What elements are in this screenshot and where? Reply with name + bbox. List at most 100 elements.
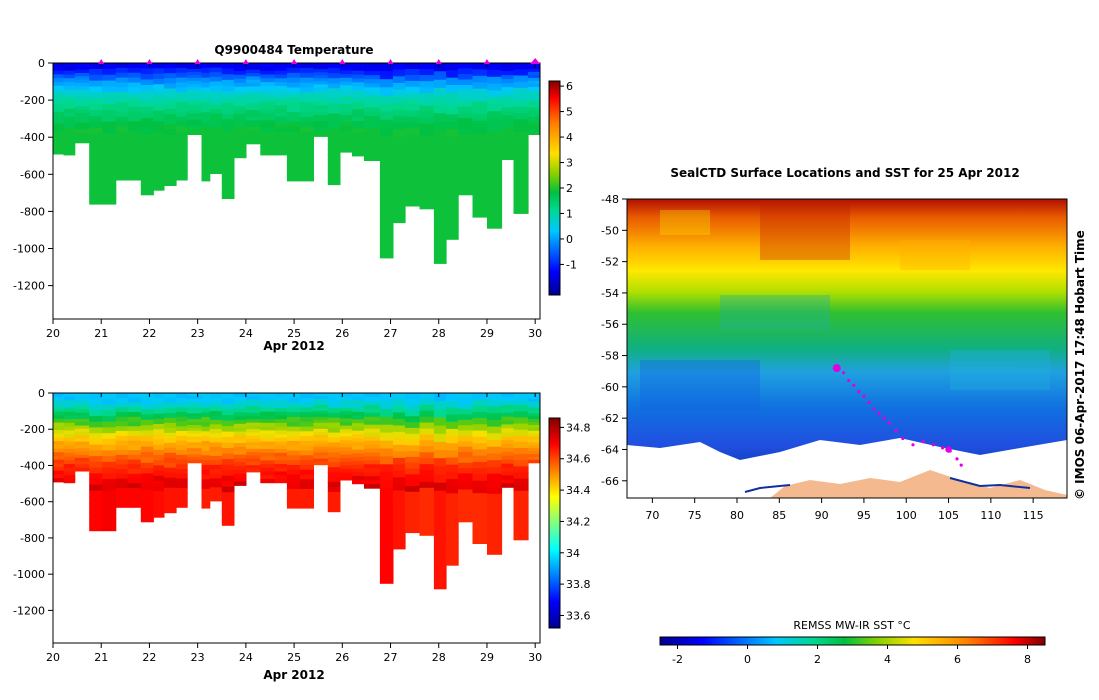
section-cell — [458, 414, 474, 421]
section-cell — [63, 151, 76, 156]
section-cell — [392, 529, 406, 537]
section-cell — [127, 82, 142, 88]
section-cell — [127, 165, 142, 171]
section-cell — [74, 454, 90, 459]
section-cell — [163, 108, 177, 115]
section-cell — [527, 89, 540, 94]
section-cell — [153, 398, 165, 404]
y-tick-label: -200 — [20, 94, 45, 107]
section-cell — [209, 415, 223, 421]
section-cell — [433, 204, 447, 214]
section-cell — [274, 460, 288, 465]
section-cell — [419, 135, 435, 143]
section-cell — [115, 445, 129, 451]
section-cell — [405, 526, 421, 534]
section-cell — [127, 454, 142, 461]
section-cell — [458, 419, 474, 426]
section-cell — [102, 438, 117, 446]
section-cell — [527, 101, 540, 106]
section-cell — [472, 524, 488, 532]
section-cell — [405, 468, 421, 475]
section-cell — [127, 416, 142, 423]
section-cell — [405, 128, 421, 136]
section-cell — [89, 473, 103, 480]
map-colorbar-tick-label: 2 — [814, 653, 821, 666]
section-cell — [405, 170, 421, 177]
section-cell — [339, 400, 353, 405]
section-cell — [379, 488, 394, 497]
temperature-x-ticks: 20 21 22 23 24 25 26 27 28 29 30 — [46, 63, 542, 340]
map-y-tick-label: -54 — [601, 287, 619, 300]
section-cell — [221, 459, 235, 466]
section-cell — [405, 480, 421, 487]
section-cell — [274, 407, 288, 413]
section-cell — [140, 161, 154, 168]
section-cell — [201, 166, 211, 172]
section-cell — [352, 78, 365, 83]
section-cell — [419, 202, 435, 210]
section-cell — [299, 102, 314, 108]
section-cell — [274, 86, 288, 91]
track-point — [921, 440, 925, 444]
section-cell — [53, 467, 65, 472]
section-cell — [392, 215, 406, 224]
section-cell — [419, 99, 435, 107]
section-cell — [53, 119, 65, 125]
section-cell — [89, 524, 103, 532]
x-tick-label: 20 — [46, 327, 60, 340]
section-cell — [299, 450, 314, 456]
section-cell — [299, 77, 314, 84]
section-cell — [274, 430, 288, 435]
section-cell — [153, 179, 165, 186]
section-cell — [419, 178, 435, 185]
salinity-x-label: Apr 2012 — [263, 668, 324, 682]
section-cell — [286, 171, 301, 177]
section-cell — [446, 143, 459, 152]
section-cell — [446, 536, 459, 545]
section-cell — [201, 131, 211, 138]
section-cell — [433, 196, 447, 206]
section-cell — [352, 86, 365, 91]
section-cell — [501, 428, 515, 433]
section-cell — [245, 106, 261, 111]
section-cell — [140, 446, 154, 453]
section-cell — [339, 81, 353, 86]
section-cell — [419, 393, 435, 400]
section-cell — [187, 416, 203, 420]
section-cell — [286, 67, 301, 74]
section-cell — [53, 474, 65, 479]
section-cell — [209, 487, 223, 493]
section-cell — [233, 470, 247, 475]
section-cell — [201, 72, 211, 79]
section-cell — [419, 129, 435, 137]
section-cell — [74, 441, 90, 446]
section-cell — [405, 474, 421, 481]
section-cell — [433, 213, 447, 223]
colorbar-tick-label: 1 — [566, 207, 573, 220]
section-cell — [501, 471, 515, 476]
section-cell — [53, 146, 65, 151]
section-cell — [74, 396, 90, 400]
section-cell — [364, 408, 381, 414]
section-cell — [433, 393, 447, 402]
section-cell — [89, 410, 103, 417]
section-cell — [527, 63, 540, 67]
section-cell — [487, 426, 503, 434]
section-cell — [405, 456, 421, 464]
section-cell — [392, 142, 406, 150]
section-cell — [299, 97, 314, 103]
section-cell — [233, 90, 247, 96]
section-cell — [201, 417, 211, 423]
section-cell — [187, 413, 203, 417]
section-cell — [299, 503, 314, 509]
section-cell — [221, 415, 235, 422]
section-cell — [221, 130, 235, 137]
section-cell — [364, 103, 381, 109]
section-cell — [187, 104, 203, 109]
section-cell — [352, 148, 365, 153]
section-cell — [513, 441, 529, 449]
section-cell — [527, 407, 540, 411]
section-cell — [115, 67, 129, 74]
section-cell — [74, 419, 90, 423]
section-cell — [392, 470, 406, 478]
